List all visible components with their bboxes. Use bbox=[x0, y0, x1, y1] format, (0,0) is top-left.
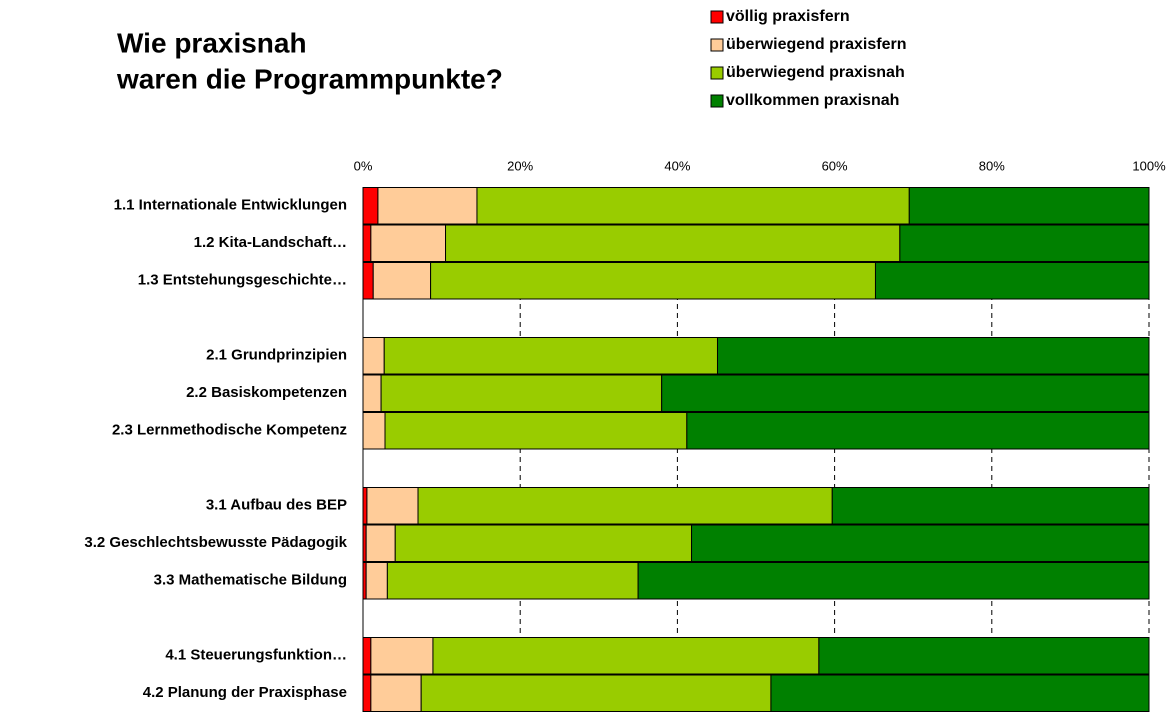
legend-swatch bbox=[710, 10, 724, 24]
bar-segment bbox=[445, 224, 901, 262]
bar-segment bbox=[362, 262, 374, 300]
bar-segment bbox=[430, 262, 876, 300]
y-tick-label: 4.1 Steuerungsfunktion… bbox=[165, 647, 347, 664]
bar-segment bbox=[691, 524, 1150, 562]
x-tick-label: 60% bbox=[822, 158, 848, 173]
bar-segment bbox=[874, 262, 1150, 300]
bar-segment bbox=[362, 187, 379, 225]
legend-label: vollkommen praxisnah bbox=[726, 92, 899, 109]
chart-title: Wie praxisnah bbox=[117, 27, 307, 58]
bar-segment bbox=[362, 637, 372, 675]
bar-segment bbox=[370, 224, 447, 262]
x-tick-label: 100% bbox=[1132, 158, 1166, 173]
bar-segment bbox=[661, 374, 1150, 412]
bar-segment bbox=[770, 674, 1150, 712]
bar-segment bbox=[394, 524, 693, 562]
x-tick-label: 40% bbox=[664, 158, 690, 173]
legend-label: überwiegend praxisfern bbox=[726, 36, 907, 53]
bar-segment bbox=[362, 412, 386, 450]
bar-segment bbox=[637, 562, 1150, 600]
legend-swatch bbox=[710, 94, 724, 108]
x-tick-label: 0% bbox=[354, 158, 373, 173]
bar-segment bbox=[370, 637, 434, 675]
y-tick-label: 3.2 Geschlechtsbewusste Pädagogik bbox=[84, 534, 347, 551]
legend-label: völlig praxisfern bbox=[726, 8, 850, 25]
bar-segment bbox=[818, 637, 1150, 675]
legend-swatch bbox=[710, 38, 724, 52]
legend-swatch bbox=[710, 66, 724, 80]
bar-segment bbox=[362, 674, 372, 712]
y-tick-label: 2.2 Basiskompetenzen bbox=[186, 384, 347, 401]
chart-title: waren die Programmpunkte? bbox=[116, 63, 503, 94]
bar-segment bbox=[377, 187, 478, 225]
bar-segment bbox=[899, 224, 1150, 262]
x-tick-label: 80% bbox=[979, 158, 1005, 173]
bar-segment bbox=[908, 187, 1150, 225]
y-tick-label: 3.3 Mathematische Bildung bbox=[154, 572, 347, 589]
y-tick-label: 2.1 Grundprinzipien bbox=[206, 347, 347, 364]
bar-segment bbox=[362, 374, 382, 412]
bar-segment bbox=[420, 674, 772, 712]
bar-segment bbox=[386, 562, 639, 600]
bar-segment bbox=[362, 487, 368, 525]
bar-segment bbox=[365, 524, 396, 562]
y-tick-label: 1.1 Internationale Entwicklungen bbox=[114, 197, 347, 214]
bar-segment bbox=[383, 337, 718, 375]
bar-segment bbox=[417, 487, 833, 525]
bar-segment bbox=[370, 674, 422, 712]
bar-segment bbox=[716, 337, 1150, 375]
y-tick-label: 2.3 Lernmethodische Kompetenz bbox=[112, 422, 347, 439]
bar-segment bbox=[362, 337, 385, 375]
bar-segment bbox=[831, 487, 1150, 525]
bar-segment bbox=[686, 412, 1150, 450]
bar-segment bbox=[365, 562, 388, 600]
bar-segment bbox=[372, 262, 432, 300]
x-tick-label: 20% bbox=[507, 158, 533, 173]
bar-segment bbox=[384, 412, 688, 450]
bar-segment bbox=[476, 187, 910, 225]
y-tick-label: 1.2 Kita-Landschaft… bbox=[194, 234, 347, 251]
y-tick-label: 4.2 Planung der Praxisphase bbox=[143, 684, 347, 701]
bar-segment bbox=[366, 487, 419, 525]
bar-segment bbox=[380, 374, 663, 412]
y-tick-label: 3.1 Aufbau des BEP bbox=[206, 497, 347, 514]
bar-segment bbox=[362, 224, 372, 262]
legend-label: überwiegend praxisnah bbox=[726, 64, 905, 81]
bar-segment bbox=[432, 637, 820, 675]
y-tick-label: 1.3 Entstehungsgeschichte… bbox=[138, 272, 347, 289]
